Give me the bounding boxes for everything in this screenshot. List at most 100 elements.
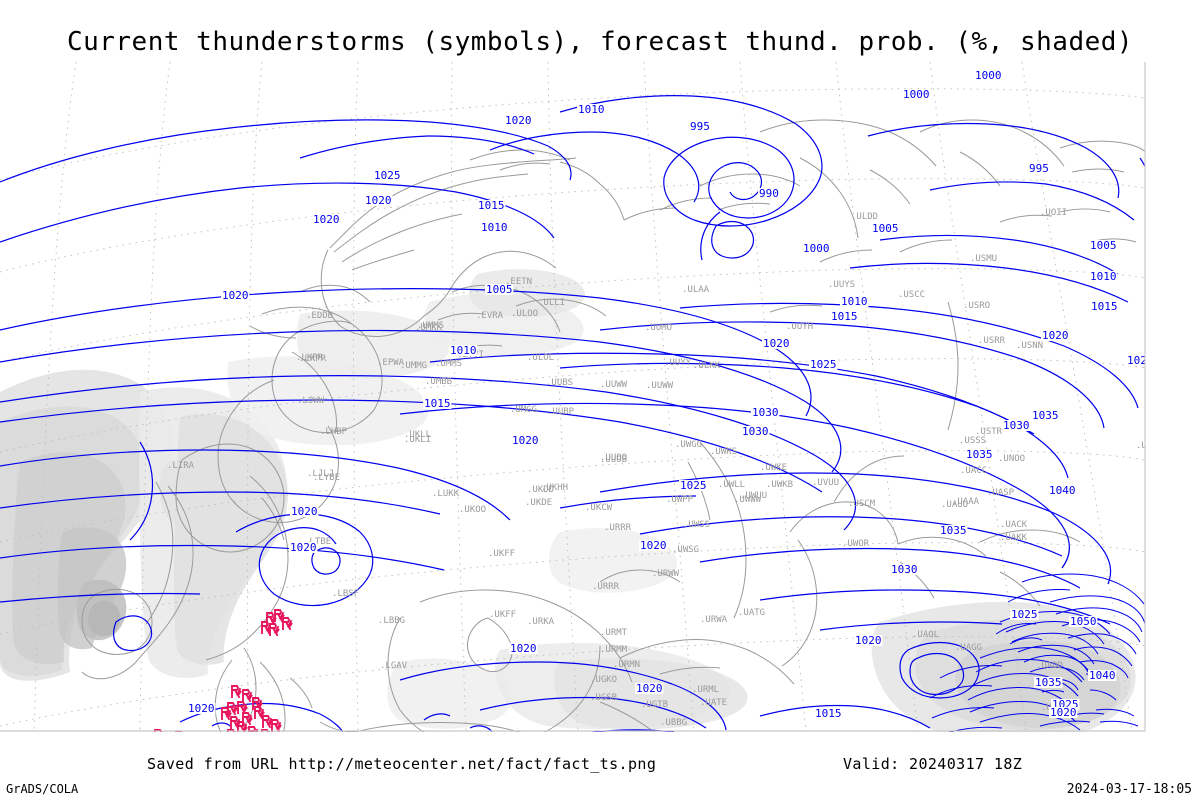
station-id-label: .UACK xyxy=(1000,520,1028,530)
isobar-label-backing xyxy=(802,243,831,254)
isobar-pressure-label: 1035 xyxy=(1035,676,1062,689)
station-id-label: .USTR xyxy=(975,427,1003,437)
station-id-label: .UWGG xyxy=(675,440,702,450)
station-id-label: .UVUU xyxy=(812,478,839,488)
station-id-label: .URRR xyxy=(604,523,632,533)
isobar-label-backing xyxy=(511,435,540,446)
isobar-label-layer: 1020 1010 995 1000 1000 995 1025 1020 1015 1010 10… xyxy=(187,69,1154,720)
isobar-label-backing xyxy=(854,635,883,646)
isobar-pressure-label: 1010 xyxy=(450,344,477,357)
isobar-pressure-label: 1025 xyxy=(1127,354,1154,367)
isobar-label-backing xyxy=(902,89,931,100)
isobar-pressure-label: 1015 xyxy=(1091,300,1118,313)
station-id-label: .LJLJ xyxy=(307,469,334,479)
isobar-label-backing xyxy=(871,223,900,234)
isobar-pressure-label: 995 xyxy=(1029,162,1049,175)
grads-credit-label: GrADS/COLA xyxy=(6,782,79,796)
isobar-pressure-label: 1020 xyxy=(763,337,790,350)
station-id-label: .ULLI xyxy=(538,298,565,308)
isobar-pressure-label: 1025 xyxy=(810,358,837,371)
station-id-label: .UADD xyxy=(1036,661,1063,671)
isobar-pressure-label: 1015 xyxy=(815,707,842,720)
station-id-label: .UKOO xyxy=(459,505,486,515)
station-id-label: .UOII xyxy=(1040,208,1067,218)
thunderstorm-icon xyxy=(282,617,293,630)
isobar-label-backing xyxy=(1010,609,1039,620)
station-id-label: .UMMG xyxy=(400,361,427,371)
isobar-pressure-label: 1010 xyxy=(1090,270,1117,283)
station-id-label: .EPWA xyxy=(377,358,405,368)
isobar-label-backing xyxy=(423,398,452,409)
station-id-label: .UNOO xyxy=(998,454,1025,464)
thunderstorm-icon xyxy=(271,719,282,732)
weather-map-svg[interactable]: .LIRA .LKPR .LHBP .LOWW .LJLJ.LYBE .EPWA .EDDB… xyxy=(0,62,1200,732)
thunderstorm-icon xyxy=(269,623,280,636)
station-id-label: .UKHH xyxy=(541,483,568,493)
isobar-pressure-label: 1020 xyxy=(1042,329,1069,342)
station-id-label: .UUYS xyxy=(828,280,855,290)
station-id-label: .UMKK xyxy=(415,323,443,333)
thunderstorm-icon xyxy=(231,685,242,698)
station-id-label: .UWPP xyxy=(666,495,694,505)
page-title: Current thunderstorms (symbols), forecas… xyxy=(66,27,1134,57)
isobar-label-backing xyxy=(974,70,1003,81)
station-id-label: .USNN xyxy=(1016,341,1043,351)
station-id-label: .UUWW xyxy=(646,381,674,391)
station-id-label: .USRO xyxy=(963,301,990,311)
station-id-label: .UUBS xyxy=(546,378,573,388)
station-id-label: .USCM xyxy=(848,499,876,509)
isobar-pressure-label: 1020 xyxy=(505,114,532,127)
isobar-pressure-label: 1030 xyxy=(742,425,769,438)
isobar-pressure-label: 1020 xyxy=(855,634,882,647)
isobar-pressure-label: 1020 xyxy=(313,213,340,226)
isobar-pressure-label: 1040 xyxy=(1089,669,1116,682)
station-id-label: .UMMS xyxy=(435,359,462,369)
isobar-layer xyxy=(0,95,1145,732)
station-id-label: .UAOL xyxy=(912,630,939,640)
station-id-label: .UKLL xyxy=(404,430,431,440)
station-id-label: .UUMO xyxy=(645,323,672,333)
station-id-label: .USRR xyxy=(978,336,1006,346)
isobar-label-backing xyxy=(509,643,538,654)
station-id-label: .UBBG xyxy=(660,718,687,728)
station-id-label: .UKLI xyxy=(404,435,431,445)
station-id-label: .UGKO xyxy=(590,675,617,685)
isobar-pressure-label: 1030 xyxy=(891,563,918,576)
station-id-label: .UWSG xyxy=(672,545,699,555)
isobar-pressure-label: 1025 xyxy=(374,169,401,182)
station-id-label: .UATG xyxy=(738,608,765,618)
isobar-label-backing xyxy=(312,214,341,225)
isobar-pressure-label: 1015 xyxy=(831,310,858,323)
isobar-label-backing xyxy=(1028,163,1050,174)
station-id-label: .UGTB xyxy=(641,700,668,710)
isobar-pressure-label: 1005 xyxy=(486,283,513,296)
station-id-label: .UKCW xyxy=(585,503,613,513)
isobar-label-backing xyxy=(1049,707,1078,718)
station-id-label: .UWLL xyxy=(718,480,745,490)
latlon-grid-layer xyxy=(0,62,1145,732)
isobar-pressure-label: 1030 xyxy=(752,406,779,419)
station-id-label: .LBBG xyxy=(378,616,405,626)
isobar-pressure-label: 1020 xyxy=(512,434,539,447)
isobar-pressure-label: 1010 xyxy=(481,221,508,234)
station-id-label: .EVRA xyxy=(476,311,504,321)
map-plot-area[interactable]: .LIRA .LKPR .LHBP .LOWW .LJLJ .LYBE .EPWA .EDDB… xyxy=(0,62,1200,732)
isobar-label-backing xyxy=(1034,677,1063,688)
station-id-label: .UAKK xyxy=(1000,533,1028,543)
isobar-label-backing xyxy=(679,480,708,491)
isobar-pressure-label: 1035 xyxy=(940,524,967,537)
thunderstorm-icon xyxy=(242,689,253,702)
isobar-pressure-label: 1010 xyxy=(578,103,605,116)
station-id-label: .UACC xyxy=(960,466,987,476)
station-id-label: .URML xyxy=(692,685,719,695)
isobar-pressure-label: 1020 xyxy=(188,702,215,715)
station-id-label: .UUYH xyxy=(786,322,813,332)
station-id-label: .UASP xyxy=(987,488,1015,498)
isobar-label-backing xyxy=(373,170,402,181)
isobar-label-backing xyxy=(364,195,393,206)
station-id-label: .UAAA xyxy=(952,497,980,507)
isobar-label-backing xyxy=(830,311,859,322)
valid-time-label: Valid: 20240317 18Z xyxy=(843,755,1023,773)
station-id-label: .LUKK xyxy=(432,489,460,499)
station-id-label: .LIRA xyxy=(167,461,195,471)
